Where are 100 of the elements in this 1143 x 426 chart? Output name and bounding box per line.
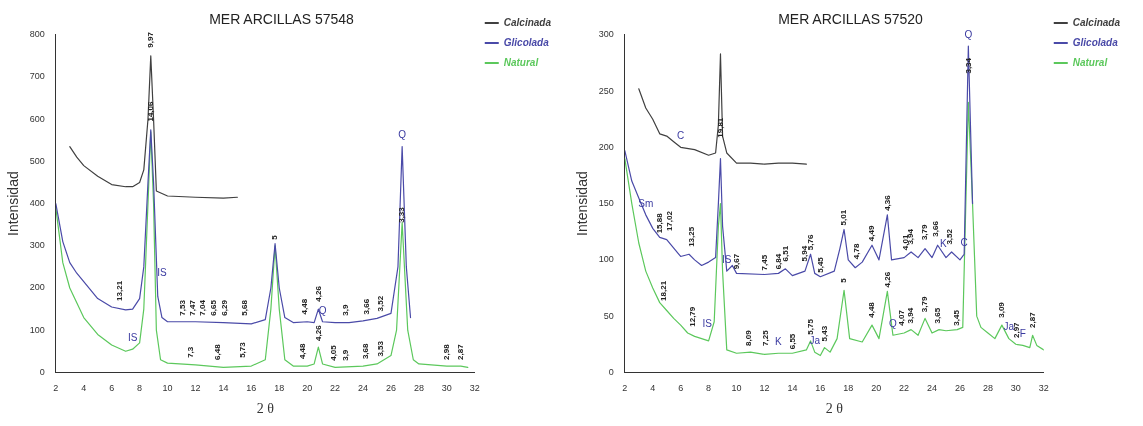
annotation: 3,94 [906,307,916,324]
annotation: 5,73 [238,341,248,358]
y-tick-label: 700 [29,71,45,82]
annotation: 6,84 [773,253,783,270]
annotation: 5,68 [239,299,249,316]
x-tick-label: 24 [358,383,369,394]
x-axis-title: 2 θ [256,401,275,417]
annotation: 5,43 [819,325,829,342]
annotation: 14,06 [145,100,155,122]
annotation: 3,9 [341,349,351,361]
x-tick-label: 16 [815,383,826,394]
annotation: 3,53 [376,340,386,357]
x-tick-label: 6 [109,383,115,394]
y-tick-label: 100 [29,324,45,335]
x-tick-label: 8 [137,383,143,394]
annotation: 2,87 [1027,311,1037,328]
annotation: K [939,238,947,250]
y-tick-label: 600 [29,113,45,124]
x-tick-label: 30 [441,383,452,394]
annotation: 6,65 [208,299,218,316]
legend-label: Calcinada [1072,16,1121,28]
annotation: 6,29 [219,299,229,316]
annotation: 9,67 [731,253,741,270]
x-tick-label: 24 [927,383,938,394]
x-tick-label: 26 [385,383,396,394]
annotation: 4,26 [882,271,892,288]
y-tick-label: 50 [603,310,614,321]
annotation: 3,66 [931,220,941,237]
x-tick-label: 32 [1038,383,1049,394]
annotation: IS [157,266,167,278]
x-tick-label: 22 [330,383,341,394]
annotation: 7,3 [186,346,196,358]
annotation: Ja [809,334,821,346]
legend-label: Glicolada [503,36,550,48]
annotation: 18,21 [659,280,669,301]
annotation: 8,09 [744,329,754,346]
y-tick-label: 300 [29,240,45,251]
x-tick-label: 12 [190,383,201,394]
annotation: 17,02 [664,210,674,232]
annotation: 3,45 [952,309,962,326]
annotation: Ja [1003,321,1015,333]
x-axis-title: 2 θ [825,401,844,417]
x-tick-label: 16 [246,383,257,394]
y-tick-label: 500 [29,155,45,166]
x-tick-label: 14 [218,383,229,394]
annotation: 3,33 [397,206,407,223]
annotation: Q [964,28,973,40]
y-tick-label: 150 [598,198,614,209]
legend-label: Glicolada [1072,36,1119,48]
annotation: 7,45 [759,254,769,271]
x-tick-label: 20 [302,383,313,394]
x-tick-label: 4 [81,383,87,394]
annotation: 4,48 [299,298,309,315]
x-tick-label: 2 [53,383,59,394]
annotation: 15,88 [654,212,664,234]
annotation: 3,52 [376,295,386,312]
y-tick-label: 100 [598,254,614,265]
annotation: 4,26 [313,324,323,341]
annotation: Q [318,304,327,316]
x-tick-label: 14 [787,383,798,394]
annotation: 3,09 [997,301,1007,318]
annotation: 3,34 [963,57,973,74]
y-tick-label: 0 [608,366,614,377]
annotation: 7,53 [178,299,188,316]
x-tick-label: 32 [469,383,480,394]
x-tick-label: 28 [413,383,424,394]
x-tick-label: 30 [1010,383,1021,394]
annotation: F [1019,328,1026,340]
x-tick-label: 2 [622,383,628,394]
y-tick-label: 800 [29,29,45,40]
y-axis-title: Intensidad [574,171,591,236]
x-tick-label: 8 [706,383,712,394]
x-tick-label: 26 [954,383,965,394]
annotation: 12,79 [688,306,698,327]
y-tick-label: 200 [598,141,614,152]
x-tick-label: 22 [899,383,910,394]
legend-label: Calcinada [503,16,552,28]
annotation: 19,81 [715,117,725,138]
annotation: 5,45 [815,256,825,273]
annotation: 4,36 [882,194,892,211]
annotation: IS [127,331,138,343]
x-tick-label: 20 [871,383,882,394]
x-tick-label: 10 [162,383,173,394]
annotation: 3,9 [341,303,351,316]
y-axis-title: Intensidad [5,171,22,236]
annotation: 2,87 [456,343,465,360]
annotation: 6,55 [787,333,797,350]
annotation: K [775,336,783,348]
x-tick-label: 12 [759,383,770,394]
annotation: 7,47 [187,299,197,316]
annotation: 7,25 [761,329,771,346]
annotation: 2,98 [442,343,452,360]
x-tick-label: 10 [731,383,742,394]
annotation: 3,65 [932,307,942,324]
y-tick-label: 200 [29,282,45,293]
annotation: 5 [839,277,849,283]
annotation: 5 [270,234,280,240]
annotation: 3,79 [920,223,930,241]
y-tick-label: 0 [39,366,45,377]
chart-title: MER ARCILLAS 57520 [778,11,924,28]
